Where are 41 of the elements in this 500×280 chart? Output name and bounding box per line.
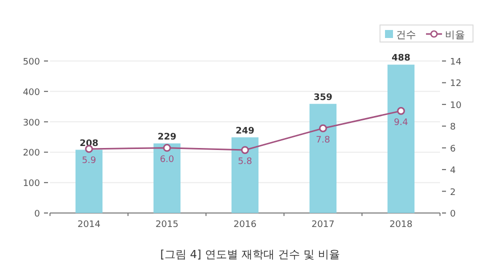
data-label: 229 bbox=[158, 132, 176, 142]
point bbox=[397, 106, 405, 115]
bar bbox=[76, 150, 102, 213]
x-tick-label: 2017 bbox=[312, 220, 334, 230]
y2-tick-label: 0 bbox=[450, 210, 456, 220]
data-label: 9.4 bbox=[394, 118, 408, 128]
legend-label: 건수 bbox=[396, 30, 416, 41]
y-tick-label: 200 bbox=[22, 148, 40, 159]
y2-tick-label: 12 bbox=[450, 79, 462, 90]
data-label: 7.8 bbox=[316, 135, 330, 146]
data-label: 359 bbox=[314, 92, 332, 103]
text: [그림 4] 연도별 재학대 건수 및 비율 bbox=[160, 248, 340, 261]
y-tick-label: 400 bbox=[22, 88, 40, 98]
y2-tick-label: 10 bbox=[450, 100, 462, 111]
data-label: 488 bbox=[392, 54, 410, 64]
data-label: 5.8 bbox=[238, 157, 252, 168]
y-tick-label: 0 bbox=[34, 210, 40, 220]
bar bbox=[388, 64, 414, 213]
y2-tick-label: 14 bbox=[450, 58, 462, 68]
data-label: 6.0 bbox=[160, 154, 174, 165]
bar bbox=[310, 104, 336, 213]
y-tick-label: 300 bbox=[22, 118, 40, 128]
point bbox=[319, 124, 327, 132]
y2-tick-label: 4 bbox=[450, 166, 456, 176]
x-tick-label: 2014 bbox=[78, 220, 101, 230]
legend-label: 비율 bbox=[445, 30, 465, 41]
x-tick-label: 2015 bbox=[156, 220, 178, 230]
data-label: 249 bbox=[236, 126, 254, 136]
y-tick-label: 500 bbox=[22, 58, 40, 68]
y2-tick-label: 6 bbox=[450, 144, 456, 154]
y-tick-label: 100 bbox=[22, 179, 40, 190]
point bbox=[163, 144, 171, 152]
x-tick-label: 2016 bbox=[234, 220, 257, 230]
bar bbox=[154, 143, 180, 213]
point bbox=[241, 146, 249, 154]
data-label: 5.9 bbox=[82, 156, 96, 166]
x-tick-label: 2018 bbox=[390, 220, 413, 230]
y2-tick-label: 2 bbox=[450, 188, 456, 198]
y2-tick-label: 8 bbox=[450, 122, 456, 133]
bar bbox=[232, 137, 258, 213]
data-label: 208 bbox=[80, 138, 98, 149]
